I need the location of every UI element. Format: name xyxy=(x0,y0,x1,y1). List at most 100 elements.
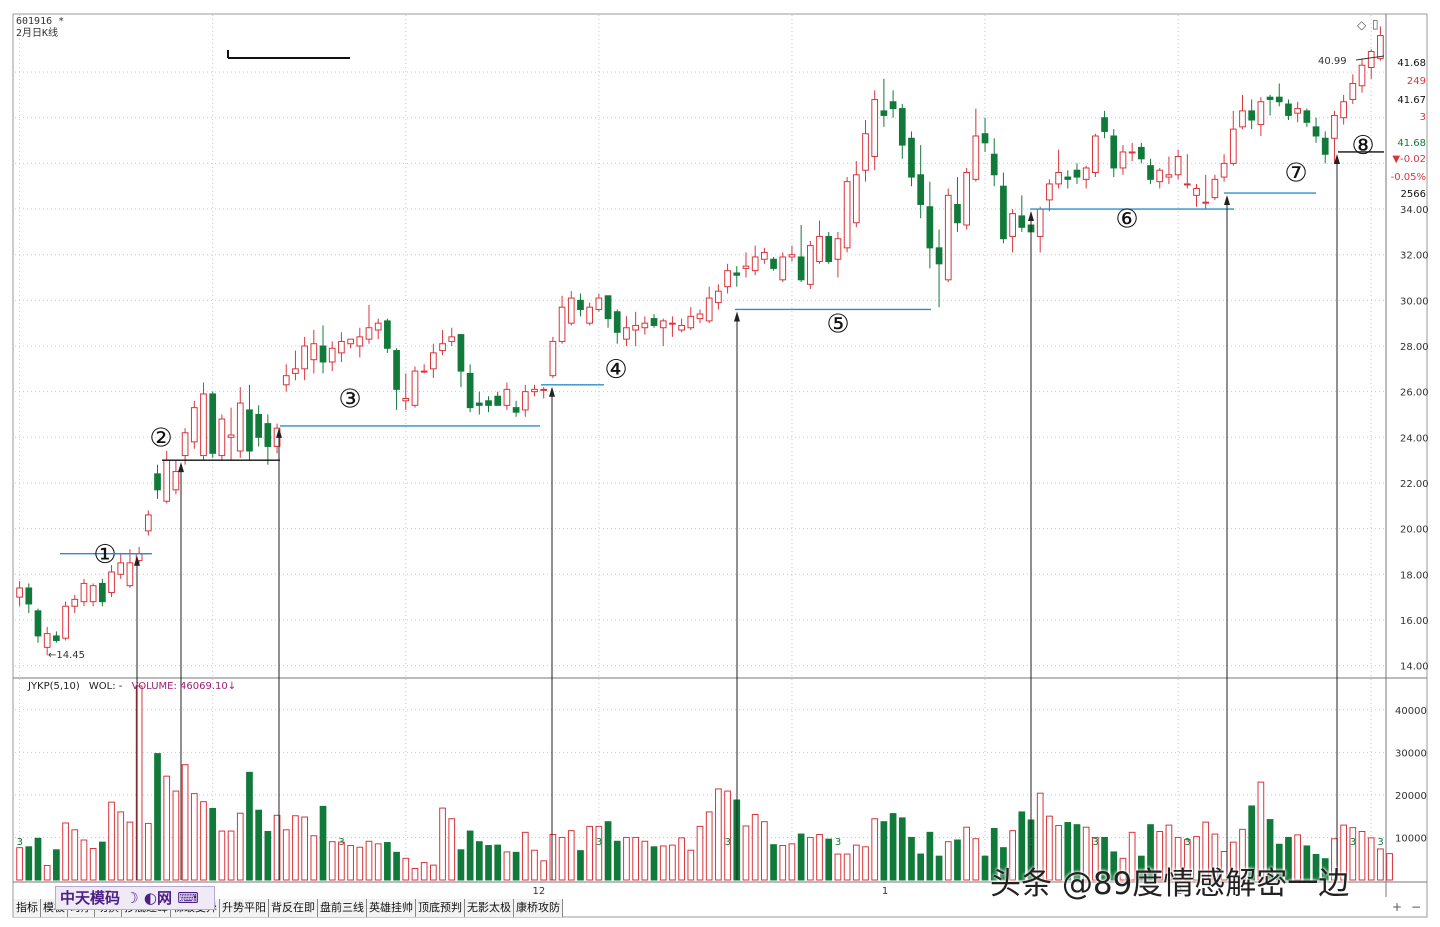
volume-bar xyxy=(972,838,980,881)
price-tick-label: 34.00 xyxy=(1400,205,1429,216)
candle-body xyxy=(172,471,180,491)
volume-bar xyxy=(1073,824,1081,881)
volume-bar xyxy=(935,855,943,881)
remove-button[interactable]: − xyxy=(1411,900,1422,914)
volume-bar xyxy=(1340,824,1347,881)
volume-bar xyxy=(494,844,502,881)
candle-body xyxy=(209,393,217,454)
candle-body xyxy=(595,297,603,310)
volume-bar xyxy=(1266,819,1274,881)
volume-bar xyxy=(687,849,695,881)
volume-bar xyxy=(898,817,906,881)
symbol-code: 601916 * xyxy=(16,16,65,27)
volume-bar xyxy=(852,844,860,881)
candle-body xyxy=(558,306,566,342)
candle-body xyxy=(1119,151,1127,169)
volume-bar xyxy=(595,825,603,881)
add-button[interactable]: + xyxy=(1392,900,1403,914)
price-tick-label: 30.00 xyxy=(1400,296,1429,307)
candle-body xyxy=(1082,167,1090,180)
volume-bar xyxy=(1377,848,1384,881)
indicator-tab[interactable]: 英雄挂帅 xyxy=(367,899,416,917)
candle-body xyxy=(770,258,777,269)
volume-bar xyxy=(632,836,639,881)
candle-body xyxy=(1321,137,1329,155)
candle-body xyxy=(843,181,851,249)
volume-tick-label: 30000 xyxy=(1395,748,1427,759)
candle-body xyxy=(1294,108,1302,114)
volume-bar xyxy=(770,844,777,881)
candle-body xyxy=(751,256,759,272)
candle-body xyxy=(1257,101,1265,126)
volume-bar xyxy=(641,840,649,881)
candle-body xyxy=(1165,174,1173,178)
indicator-tab[interactable]: 盘前三线 xyxy=(318,899,367,917)
volume-bar xyxy=(338,841,345,881)
candle-body xyxy=(972,135,980,180)
indicator-tab[interactable]: 顶底预判 xyxy=(416,899,465,917)
diamond-icon[interactable]: ◇ xyxy=(1357,18,1367,32)
candle-body xyxy=(393,350,400,390)
candle-body xyxy=(1101,117,1108,132)
indicator-tab[interactable]: 指标 xyxy=(14,899,41,917)
candle-body xyxy=(319,345,327,363)
volume-bar xyxy=(788,843,796,881)
candle-body xyxy=(1064,176,1072,180)
arrow-head xyxy=(1028,211,1034,222)
candle-body xyxy=(374,322,382,331)
circled-label: ⑦ xyxy=(1284,159,1307,189)
candle-body xyxy=(963,172,970,226)
candle-body xyxy=(954,203,961,224)
candle-body xyxy=(715,290,722,304)
candle-body xyxy=(264,423,272,447)
quote-value: 41.68 xyxy=(1397,138,1426,149)
volume-bar xyxy=(825,838,833,881)
window-icon[interactable]: ▯ xyxy=(1372,17,1379,31)
volume-bar xyxy=(236,812,244,881)
candle-body xyxy=(779,256,787,281)
candle-body xyxy=(531,388,538,393)
candle-body xyxy=(1018,215,1026,228)
candle-body xyxy=(641,322,649,329)
volume-bar xyxy=(1257,781,1265,881)
volume-bar xyxy=(586,825,594,881)
indicator-tab[interactable]: 康桥攻防 xyxy=(514,899,563,917)
candle-body xyxy=(871,98,879,158)
volume-bar xyxy=(301,816,308,881)
candle-body xyxy=(650,318,658,326)
volume-bar xyxy=(384,842,391,881)
volume-bar xyxy=(402,857,410,881)
candle-body xyxy=(430,352,437,370)
candle-body xyxy=(705,297,713,322)
candle-body xyxy=(834,238,842,260)
candle-body xyxy=(540,388,548,391)
volume-bar xyxy=(163,775,171,881)
price-tick-label: 22.00 xyxy=(1400,479,1429,490)
candle-body xyxy=(494,395,502,406)
volume-bar xyxy=(843,853,851,881)
candle-body xyxy=(1331,114,1338,139)
candle-body xyxy=(1036,208,1044,237)
indicator-tab[interactable]: 背反在即 xyxy=(269,899,318,917)
indicator-header: JYKP(5,10) WOL: - VOLUME: 46069.10↓ xyxy=(28,681,242,692)
candle-body xyxy=(1211,178,1219,199)
price-tick-label: 32.00 xyxy=(1400,251,1429,262)
indicator-tab[interactable]: 升势平阳 xyxy=(220,899,269,917)
volume-bar xyxy=(485,845,492,881)
volume-bar xyxy=(117,811,125,881)
candle-body xyxy=(880,110,888,116)
indicator-tab[interactable]: 无影太极 xyxy=(465,899,514,917)
volume-bar xyxy=(613,840,621,881)
volume-bar xyxy=(218,830,226,881)
candle-body xyxy=(632,324,639,331)
candle-body xyxy=(384,320,391,349)
volume-bar xyxy=(659,845,667,881)
volume-bar xyxy=(715,788,722,881)
candle-body xyxy=(475,402,483,406)
volume-bar xyxy=(1248,805,1256,881)
volume-bar xyxy=(1239,828,1246,881)
candle-body xyxy=(356,336,364,347)
quote-value: -0.05% xyxy=(1391,172,1426,183)
volume-bar xyxy=(963,826,970,881)
